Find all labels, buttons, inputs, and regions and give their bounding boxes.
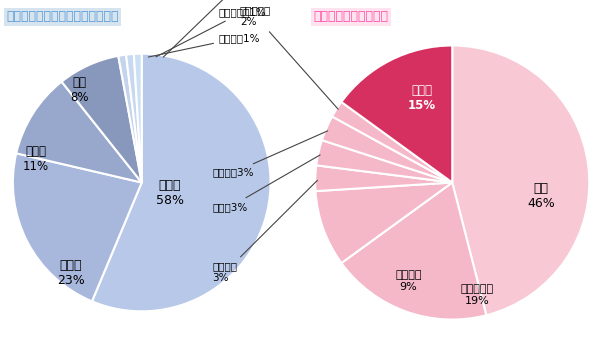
Text: 米国
46%: 米国 46% (528, 182, 555, 210)
Text: ベトナム　1%: ベトナム 1% (156, 7, 267, 57)
Wedge shape (332, 102, 452, 183)
Wedge shape (118, 55, 142, 183)
Text: イラン
11%: イラン 11% (23, 145, 49, 173)
Wedge shape (341, 46, 452, 183)
Wedge shape (13, 153, 142, 301)
Text: その他
15%: その他 15% (408, 83, 436, 112)
Text: サイバー攻撃の標的国: サイバー攻撃の標的国 (314, 10, 388, 23)
Text: 韓国　1%: 韓国 1% (163, 0, 254, 57)
Wedge shape (315, 165, 452, 191)
Text: 北朝鮮
23%: 北朝鮮 23% (57, 259, 85, 287)
Text: 中国
8%: 中国 8% (71, 76, 89, 104)
Wedge shape (452, 46, 589, 315)
Text: イギリス
9%: イギリス 9% (395, 270, 421, 292)
Wedge shape (62, 56, 142, 183)
Text: 日本　3%: 日本 3% (212, 155, 320, 212)
Text: サイバー攻撃の拠点国（攻撃元）: サイバー攻撃の拠点国（攻撃元） (6, 10, 119, 23)
Wedge shape (134, 54, 142, 183)
Wedge shape (322, 117, 452, 183)
Wedge shape (92, 54, 271, 311)
Text: ウクライナ
19%: ウクライナ 19% (460, 284, 493, 306)
Text: ロシア
58%: ロシア 58% (156, 179, 184, 207)
Text: イスラエル
2%: イスラエル 2% (240, 5, 338, 109)
Wedge shape (315, 183, 452, 263)
Text: トルコ　1%: トルコ 1% (148, 33, 260, 57)
Wedge shape (126, 54, 142, 183)
Wedge shape (16, 82, 142, 183)
Wedge shape (341, 183, 487, 319)
Text: ベルギー
3%: ベルギー 3% (212, 180, 317, 283)
Wedge shape (317, 140, 452, 183)
Text: ドイツ　3%: ドイツ 3% (212, 131, 327, 178)
